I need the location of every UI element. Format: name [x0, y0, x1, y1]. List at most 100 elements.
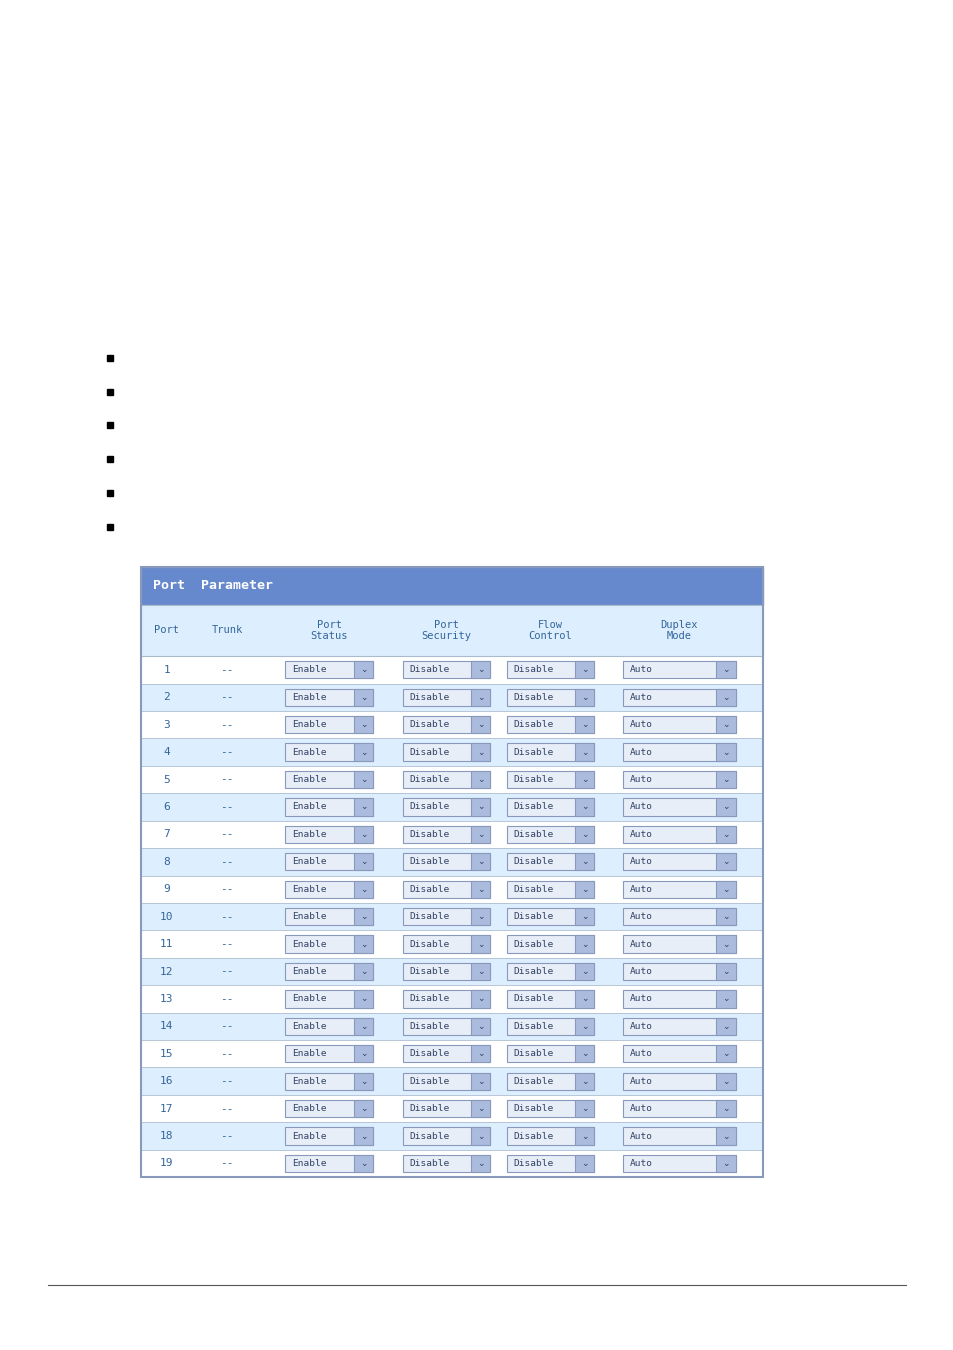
Text: 14: 14 [160, 1022, 173, 1031]
FancyBboxPatch shape [354, 853, 373, 871]
Text: --: -- [220, 720, 233, 729]
FancyBboxPatch shape [285, 798, 373, 815]
Text: Disable: Disable [513, 913, 553, 921]
Text: 9: 9 [163, 884, 171, 894]
Text: Auto: Auto [629, 748, 652, 756]
FancyBboxPatch shape [575, 909, 594, 925]
Text: Disable: Disable [513, 830, 553, 838]
FancyBboxPatch shape [141, 930, 762, 957]
FancyBboxPatch shape [471, 662, 490, 679]
Text: ⌄: ⌄ [580, 857, 588, 867]
FancyBboxPatch shape [471, 1045, 490, 1062]
FancyBboxPatch shape [622, 716, 735, 733]
FancyBboxPatch shape [471, 1100, 490, 1118]
Text: ⌄: ⌄ [580, 693, 588, 702]
Text: Auto: Auto [629, 830, 652, 838]
Text: Auto: Auto [629, 693, 652, 702]
Text: ⌄: ⌄ [580, 1131, 588, 1141]
Text: ⌄: ⌄ [476, 1022, 484, 1031]
FancyBboxPatch shape [402, 744, 490, 761]
Text: Auto: Auto [629, 802, 652, 811]
FancyBboxPatch shape [285, 963, 373, 980]
Text: Auto: Auto [629, 1104, 652, 1114]
FancyBboxPatch shape [285, 1100, 373, 1118]
FancyBboxPatch shape [716, 1100, 735, 1118]
FancyBboxPatch shape [506, 853, 594, 871]
Text: ⌄: ⌄ [580, 967, 588, 976]
FancyBboxPatch shape [622, 1045, 735, 1062]
FancyBboxPatch shape [471, 688, 490, 706]
Text: ⌄: ⌄ [580, 1077, 588, 1085]
Text: ⌄: ⌄ [359, 666, 367, 674]
Text: Disable: Disable [409, 1104, 449, 1114]
Text: 5: 5 [163, 775, 171, 784]
Text: Duplex
Mode: Duplex Mode [659, 620, 698, 641]
Text: ⌄: ⌄ [476, 666, 484, 674]
Text: --: -- [220, 994, 233, 1004]
Text: ⌄: ⌄ [721, 1049, 729, 1058]
FancyBboxPatch shape [141, 711, 762, 738]
FancyBboxPatch shape [402, 1045, 490, 1062]
Text: Enable: Enable [292, 967, 326, 976]
FancyBboxPatch shape [471, 1127, 490, 1145]
Text: ⌄: ⌄ [476, 995, 484, 1003]
FancyBboxPatch shape [285, 880, 373, 898]
Text: ⌄: ⌄ [580, 940, 588, 949]
Text: ⌄: ⌄ [476, 775, 484, 784]
FancyBboxPatch shape [506, 1154, 594, 1172]
Text: Disable: Disable [513, 1131, 553, 1141]
FancyBboxPatch shape [354, 688, 373, 706]
FancyBboxPatch shape [141, 1150, 762, 1177]
Text: Flow
Control: Flow Control [528, 620, 572, 641]
Text: 10: 10 [160, 911, 173, 922]
Text: Enable: Enable [292, 1131, 326, 1141]
FancyBboxPatch shape [402, 853, 490, 871]
Text: ⌄: ⌄ [476, 830, 484, 838]
Text: 4: 4 [163, 747, 171, 757]
Text: ⌄: ⌄ [721, 967, 729, 976]
FancyBboxPatch shape [471, 744, 490, 761]
Text: Disable: Disable [409, 666, 449, 674]
FancyBboxPatch shape [402, 963, 490, 980]
Text: ⌄: ⌄ [359, 857, 367, 867]
FancyBboxPatch shape [402, 1072, 490, 1089]
FancyBboxPatch shape [575, 963, 594, 980]
Text: ⌄: ⌄ [476, 857, 484, 867]
Text: Enable: Enable [292, 775, 326, 784]
FancyBboxPatch shape [285, 1154, 373, 1172]
Text: Disable: Disable [409, 720, 449, 729]
Text: 2: 2 [163, 693, 171, 702]
FancyBboxPatch shape [285, 1127, 373, 1145]
FancyBboxPatch shape [285, 853, 373, 871]
Text: Disable: Disable [409, 802, 449, 811]
FancyBboxPatch shape [471, 798, 490, 815]
FancyBboxPatch shape [354, 744, 373, 761]
Text: --: -- [220, 747, 233, 757]
Text: Disable: Disable [513, 884, 553, 894]
FancyBboxPatch shape [622, 688, 735, 706]
FancyBboxPatch shape [285, 716, 373, 733]
Text: Disable: Disable [513, 1022, 553, 1031]
FancyBboxPatch shape [285, 936, 373, 953]
FancyBboxPatch shape [622, 662, 735, 679]
Text: ⌄: ⌄ [359, 830, 367, 838]
FancyBboxPatch shape [354, 1018, 373, 1035]
FancyBboxPatch shape [285, 1072, 373, 1089]
FancyBboxPatch shape [622, 853, 735, 871]
Text: 8: 8 [163, 857, 171, 867]
FancyBboxPatch shape [622, 963, 735, 980]
Text: --: -- [220, 1049, 233, 1058]
FancyBboxPatch shape [506, 880, 594, 898]
Text: ⌄: ⌄ [721, 940, 729, 949]
Text: ⌄: ⌄ [476, 967, 484, 976]
FancyBboxPatch shape [402, 909, 490, 925]
Text: ⌄: ⌄ [721, 884, 729, 894]
FancyBboxPatch shape [471, 1154, 490, 1172]
Text: ⌄: ⌄ [359, 967, 367, 976]
Text: ⌄: ⌄ [359, 693, 367, 702]
Text: ⌄: ⌄ [359, 802, 367, 811]
Text: Auto: Auto [629, 940, 652, 949]
Text: --: -- [220, 693, 233, 702]
Text: ⌄: ⌄ [476, 1160, 484, 1168]
Text: ⌄: ⌄ [721, 666, 729, 674]
